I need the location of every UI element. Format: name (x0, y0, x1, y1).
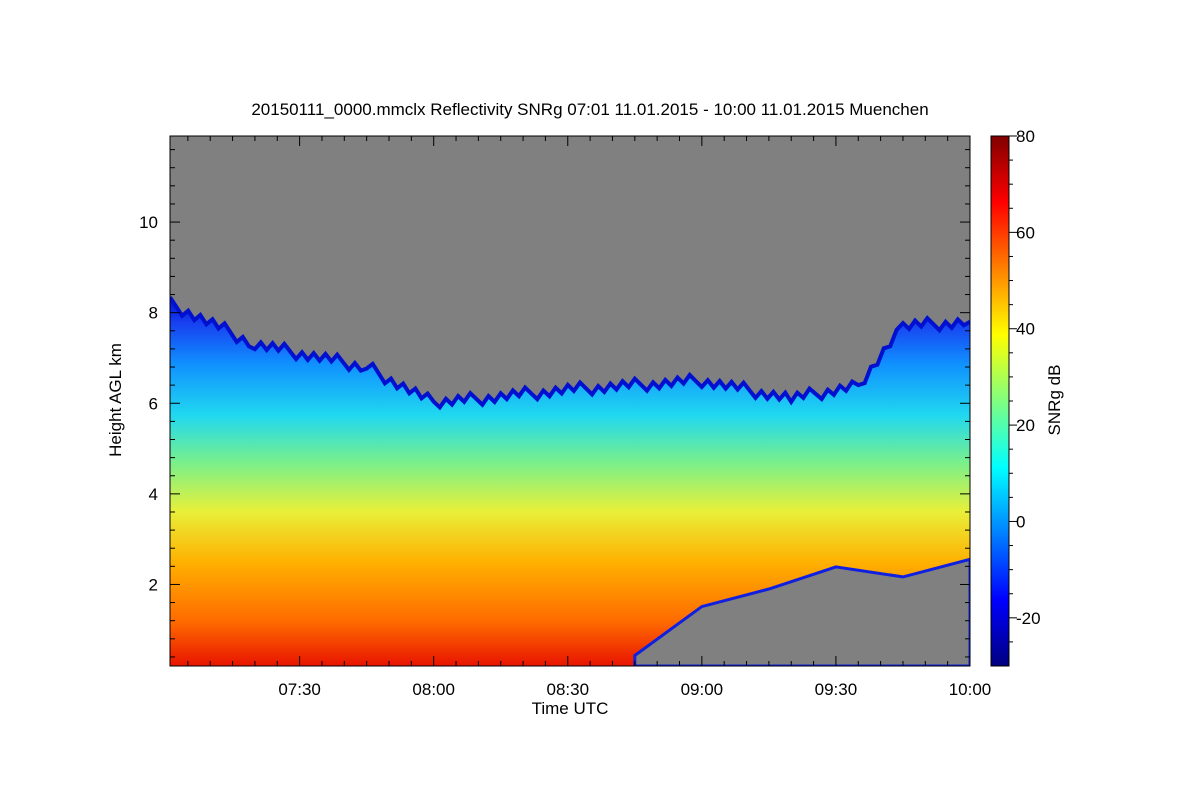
colorbar-tick-label: -20 (1016, 609, 1041, 628)
colorbar-gradient (990, 135, 1010, 667)
colorbar-tick-label: 0 (1016, 512, 1025, 531)
y-tick-label: 2 (149, 575, 158, 594)
plot-frame (169, 135, 971, 667)
colorbar-label: SNRg dB (1045, 365, 1064, 436)
colorbar-tick-label: 80 (1016, 127, 1035, 146)
x-axis-label: Time UTC (532, 699, 609, 718)
y-tick-label: 8 (149, 304, 158, 323)
y-tick-label: 4 (149, 485, 158, 504)
colorbar-tick-label: 40 (1016, 320, 1035, 339)
signal-top-edge (170, 296, 970, 411)
plot-area (170, 136, 970, 666)
colorbar-tick-label: 20 (1016, 416, 1035, 435)
low-level-no-signal-region (633, 557, 970, 666)
y-axis: 2 4 6 8 10 (139, 149, 970, 658)
x-axis: 07:30 08:00 08:30 09:00 09:30 10:00 (187, 136, 992, 699)
x-tick-label: 08:00 (412, 680, 455, 699)
x-tick-label: 08:30 (546, 680, 589, 699)
colorbar-ticks: -20 0 20 40 60 80 (1009, 127, 1041, 643)
colorbar-tick-label: 60 (1016, 223, 1035, 242)
x-tick-label: 09:30 (815, 680, 858, 699)
chart-title: 20150111_0000.mmclx Reflectivity SNRg 07… (251, 100, 928, 119)
x-tick-label: 07:30 (278, 680, 321, 699)
x-tick-label: 10:00 (949, 680, 992, 699)
y-tick-label: 10 (139, 213, 158, 232)
x-tick-label: 09:00 (681, 680, 724, 699)
y-axis-label: Height AGL km (106, 343, 125, 457)
reflectivity-field (170, 297, 970, 666)
colorbar: -20 0 20 40 60 80 SNRg dB (990, 127, 1064, 667)
y-tick-label: 6 (149, 394, 158, 413)
